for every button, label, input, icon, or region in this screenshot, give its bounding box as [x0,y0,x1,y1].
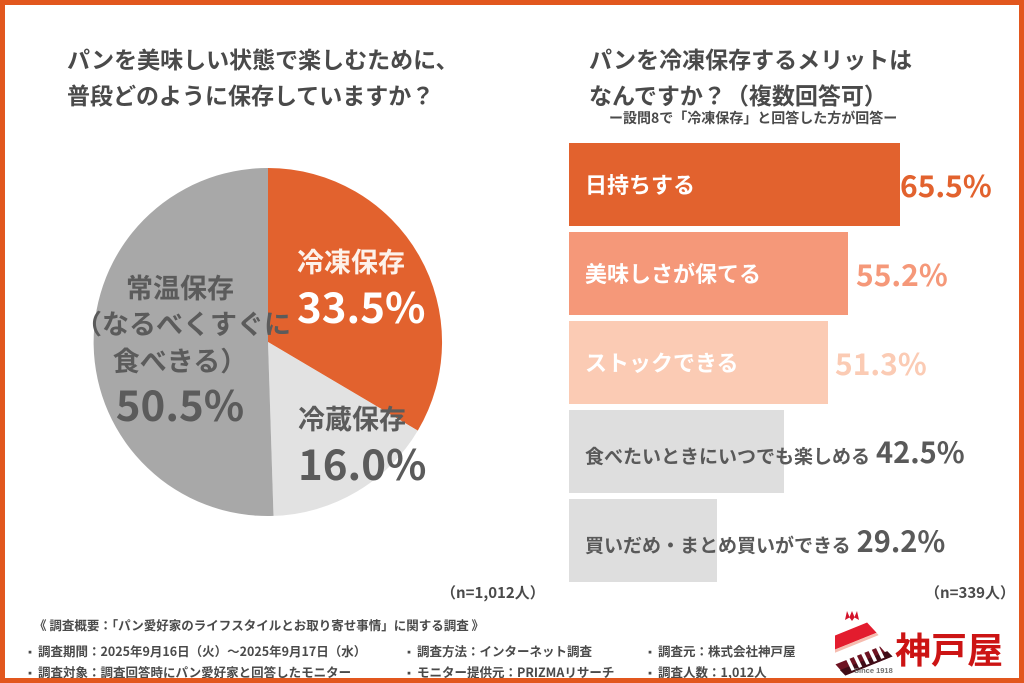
svg-text:Since 1918: Since 1918 [854,666,893,675]
